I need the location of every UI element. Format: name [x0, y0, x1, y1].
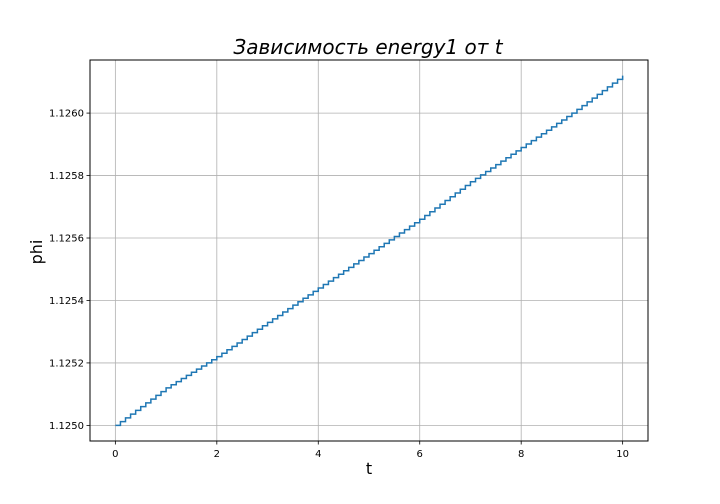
y-tick-label: 1.1252 [49, 358, 84, 369]
y-axis-title: phi [27, 240, 46, 265]
y-tick-label: 1.1250 [49, 421, 84, 432]
x-tick-label: 4 [315, 449, 321, 460]
x-tick-label: 0 [112, 449, 118, 460]
y-tick-label: 1.1258 [49, 171, 84, 182]
series-line [115, 75, 624, 427]
grid-lines [90, 60, 648, 441]
x-tick-label: 2 [214, 449, 220, 460]
y-axis-ticks: 1.1250 1.1252 1.1254 1.1256 1.1258 1.1260 [49, 109, 90, 432]
x-tick-label: 10 [616, 449, 629, 460]
y-tick-label: 1.1256 [49, 234, 84, 245]
chart-title: Зависимость energy1 от t [233, 35, 503, 59]
y-tick-label: 1.1254 [49, 296, 84, 307]
x-axis-title: t [366, 459, 372, 478]
y-tick-label: 1.1260 [49, 109, 84, 120]
x-axis-ticks: 0 2 4 6 8 10 [112, 441, 629, 460]
x-tick-label: 6 [417, 449, 423, 460]
plot-area-frame [89, 59, 649, 442]
series-group [115, 75, 624, 427]
x-tick-label: 8 [518, 449, 524, 460]
